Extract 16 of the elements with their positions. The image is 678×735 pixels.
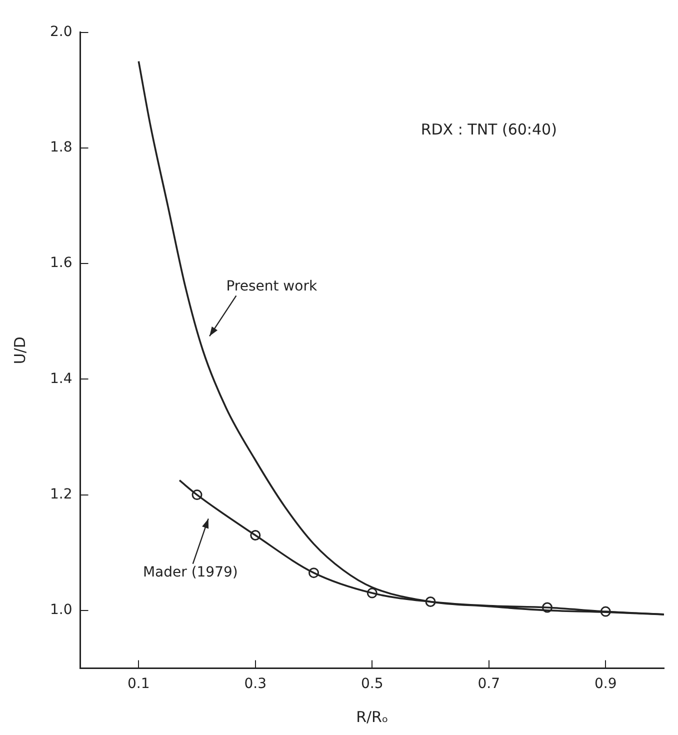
y-tick-label: 1.8: [50, 140, 72, 156]
y-tick-label: 1.2: [50, 486, 72, 502]
x-tick-label: 0.1: [128, 676, 150, 692]
text: Present work: [226, 278, 318, 294]
x-axis-title: R/Rₒ: [356, 708, 388, 726]
annotation: RDX : TNT (60:40): [420, 120, 557, 139]
y-axis-title: U/D: [10, 336, 29, 364]
x-tick-label: 0.3: [244, 676, 267, 692]
x-tick-label: 0.5: [361, 676, 384, 692]
x-tick-label: 0.9: [594, 676, 617, 692]
text: Mader (1979): [142, 564, 238, 580]
y-tick-label: 2.0: [50, 24, 72, 40]
y-tick-label: 1.0: [50, 602, 72, 618]
x-tick-label: 0.7: [478, 676, 500, 692]
y-tick-label: 1.6: [50, 255, 72, 272]
y-tick-label: 1.4: [50, 370, 72, 387]
